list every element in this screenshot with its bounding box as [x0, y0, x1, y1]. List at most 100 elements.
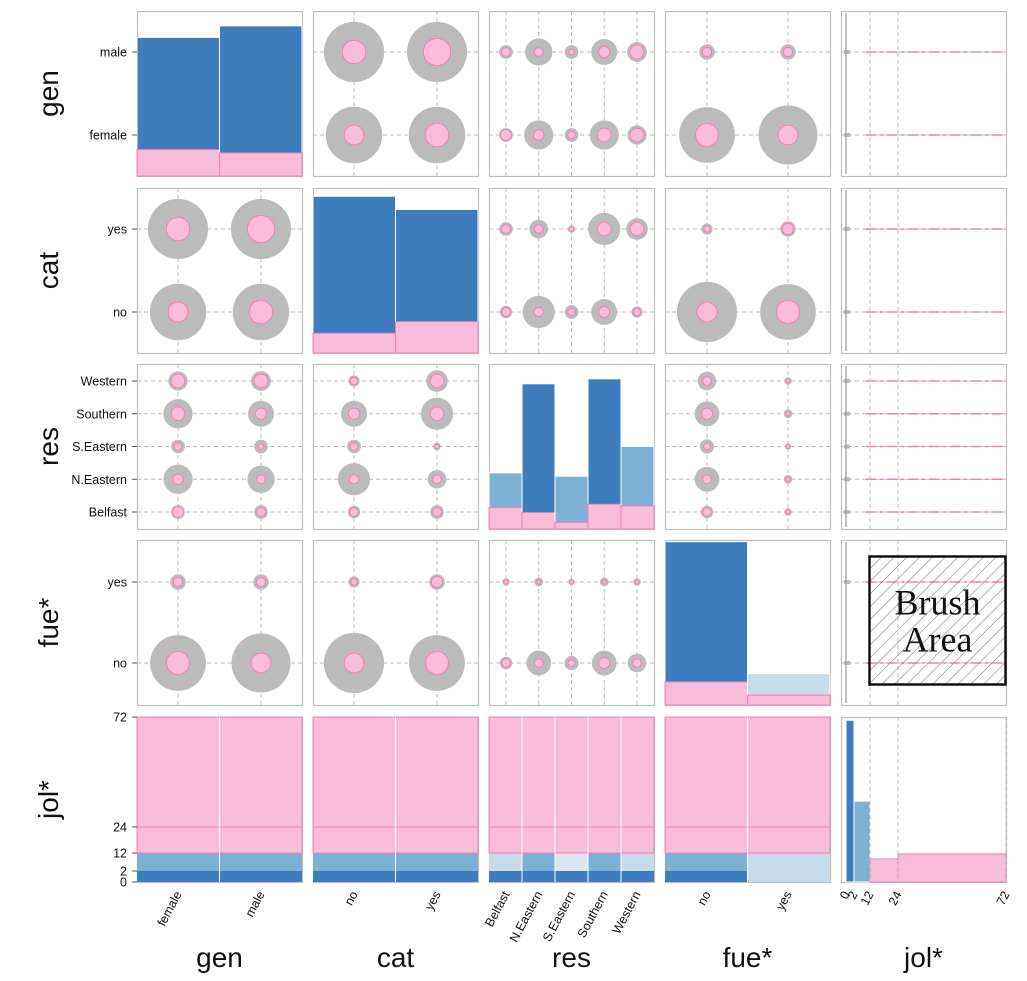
strip-mark [844, 50, 850, 54]
column-variable-title: jol* [903, 942, 943, 973]
panel-frame [664, 187, 832, 355]
stacked-bin [555, 853, 588, 871]
bubble-selected [567, 659, 576, 667]
stacked-bin [665, 853, 748, 871]
stacked-bin-selected [664, 716, 748, 854]
stacked-bin-selected [312, 716, 396, 854]
bubble-selected [632, 307, 642, 317]
y-tick-label: no [113, 306, 127, 320]
histogram-bar-selected [395, 321, 479, 354]
x-tick-label: Southern [575, 889, 611, 940]
brush-label-line1: Brush [894, 583, 980, 623]
bubble-selected [601, 579, 607, 585]
bubble-selected [596, 127, 612, 143]
histogram-bar [521, 383, 556, 530]
bubble-selected [432, 507, 442, 517]
strip-mark [844, 477, 850, 482]
column-variable-title: res [552, 942, 591, 973]
bubble-selected [702, 507, 712, 517]
brush-label-line2: Area [903, 620, 973, 660]
bubble-selected [536, 579, 542, 585]
strip-mark [844, 227, 850, 231]
bubble-selected [632, 658, 642, 668]
bubble-selected [341, 39, 367, 65]
stacked-bin-selected [554, 716, 589, 854]
bubble-selected [429, 406, 445, 422]
bubble-selected [702, 376, 712, 386]
bubble-selected [532, 129, 545, 141]
stacked-bin-selected [219, 716, 303, 854]
y-tick-label: no [113, 657, 127, 671]
histogram-bar [664, 541, 748, 706]
panel-frame [136, 187, 304, 355]
bubble-selected [782, 46, 794, 58]
stacked-bin [621, 871, 654, 882]
bubble-selected [533, 658, 544, 668]
bubble-selected [776, 300, 800, 324]
panel-frame [312, 10, 480, 178]
bubble-selected [700, 407, 714, 420]
y-tick-label: 72 [113, 711, 127, 725]
bubble-selected [166, 651, 190, 675]
bubble-selected [343, 652, 365, 674]
strip-mark [844, 661, 850, 665]
stacked-bin [621, 853, 654, 871]
x-tick-label: male [243, 889, 268, 920]
bubble-selected [785, 378, 791, 384]
bubble-selected [253, 373, 269, 389]
histogram-bar-selected [587, 503, 622, 530]
bubble-selected [349, 376, 359, 386]
row-variable-title: fue* [33, 597, 64, 647]
histogram-bar-selected [897, 853, 1007, 883]
bubble-selected [777, 124, 799, 146]
histogram-bar [312, 195, 396, 354]
y-tick-label: S.Eastern [72, 440, 127, 454]
bubble-selected [501, 658, 511, 668]
bubble-selected [165, 216, 191, 242]
stacked-bin [588, 853, 621, 871]
bubble-selected [254, 407, 268, 420]
stacked-bin [489, 871, 522, 882]
histogram-bar-selected [488, 507, 523, 530]
stacked-bin [219, 853, 302, 871]
bubble-selected [533, 47, 544, 57]
bubble-selected [785, 509, 791, 515]
x-tick-label: 12 [858, 889, 877, 908]
bubble-selected [596, 221, 612, 237]
column-variable-title: cat [377, 942, 415, 973]
bubble-selected [629, 127, 645, 143]
bubble-selected [785, 411, 791, 417]
bubble-selected [503, 579, 509, 585]
stacked-bin [489, 853, 522, 871]
x-tick-label: 24 [886, 889, 905, 908]
stacked-bin [395, 871, 478, 882]
histogram-bar-selected [747, 694, 831, 706]
bubble-selected [598, 45, 611, 59]
bubble-selected [172, 576, 184, 588]
histogram-bar-selected [664, 681, 748, 706]
x-tick-label: no [342, 889, 361, 908]
strip-mark [844, 510, 850, 514]
bubble-selected [501, 47, 511, 57]
stacked-bin [137, 871, 220, 882]
histogram-bar-selected [554, 521, 589, 530]
y-tick-label: yes [108, 576, 127, 590]
bubble-selected [250, 652, 272, 674]
bubble-selected [785, 444, 791, 449]
bubble-selected [696, 301, 718, 323]
stacked-bin-selected [521, 716, 556, 854]
stacked-bin-selected [620, 716, 655, 854]
strip-mark [844, 580, 850, 584]
stacked-bin [219, 871, 302, 882]
x-tick-label: yes [773, 889, 794, 913]
bubble-selected [257, 443, 265, 450]
bubble-selected [533, 224, 544, 234]
y-tick-label: 24 [113, 821, 127, 835]
stacked-bin-selected [747, 716, 831, 854]
brush-area [868, 555, 1007, 686]
bubble-selected [170, 406, 186, 422]
bubble-selected [703, 225, 711, 233]
stacked-bin [747, 853, 830, 871]
bubble-selected [701, 46, 713, 58]
